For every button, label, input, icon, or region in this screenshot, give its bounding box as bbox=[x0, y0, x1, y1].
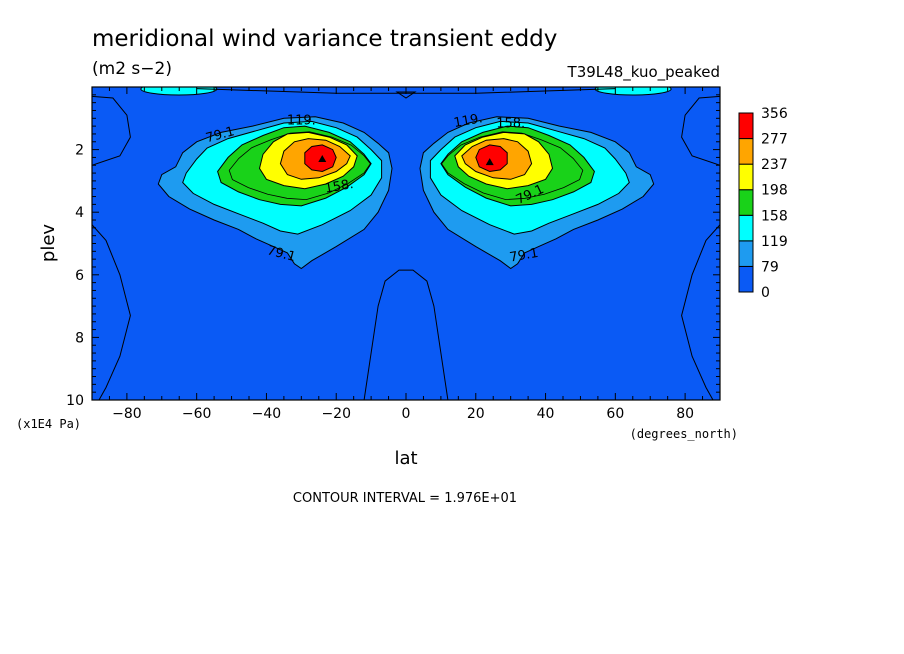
x-tick-label: 60 bbox=[606, 406, 624, 422]
legend-swatch bbox=[738, 112, 754, 140]
field-background bbox=[92, 87, 720, 400]
legend-label: 158 bbox=[761, 208, 788, 224]
x-tick-label: −40 bbox=[252, 406, 282, 422]
legend-label: 277 bbox=[761, 132, 788, 148]
legend-swatch bbox=[738, 163, 754, 191]
contour-fills bbox=[140, 87, 672, 270]
x-tick-label: 20 bbox=[467, 406, 485, 422]
x-tick-label: 80 bbox=[676, 406, 694, 422]
background-contour-line bbox=[681, 224, 720, 400]
background-contour-lines bbox=[92, 88, 720, 400]
y-tick-label: 8 bbox=[75, 330, 84, 346]
legend-swatch bbox=[738, 265, 754, 293]
legend-label: 356 bbox=[761, 106, 788, 122]
contour-line-inner bbox=[441, 131, 584, 201]
x-axis-units: (degrees_north) bbox=[630, 427, 738, 441]
contour-label: 119. bbox=[453, 111, 484, 131]
legend-label: 119 bbox=[761, 234, 788, 250]
color-legend: 0 79 119 158 198 237 277 356 bbox=[738, 106, 788, 301]
legend-swatch bbox=[738, 214, 754, 242]
y-axis-label: plev bbox=[38, 224, 59, 263]
background-contour-line bbox=[92, 224, 131, 400]
y-tick-label: 6 bbox=[75, 268, 84, 284]
contour-line-inner bbox=[228, 131, 371, 201]
x-tick-label: 0 bbox=[402, 406, 411, 422]
peak-marker bbox=[318, 154, 327, 162]
legend-label: 198 bbox=[761, 183, 788, 199]
legend-label: 0 bbox=[761, 285, 770, 301]
background-contour-line bbox=[681, 95, 720, 166]
x-tick-label: −20 bbox=[321, 406, 351, 422]
plot-area bbox=[92, 87, 720, 400]
legend-swatch bbox=[738, 138, 754, 165]
x-tick-label: −80 bbox=[112, 406, 142, 422]
legend-swatch bbox=[738, 240, 754, 267]
run-label: T39L48_kuo_peaked bbox=[567, 63, 720, 82]
contour-fill-6-nh bbox=[475, 144, 508, 173]
background-contour-line bbox=[92, 95, 131, 166]
y-tick-label: 2 bbox=[75, 143, 84, 159]
y-tick-labels: 2 4 6 8 10 bbox=[66, 143, 84, 409]
legend-label: 79 bbox=[761, 259, 779, 275]
contour-label: 79.1 bbox=[265, 243, 297, 265]
contour-label: 79.1 bbox=[204, 124, 236, 146]
x-tick-labels: −80 −60 −40 −20 0 20 40 60 80 bbox=[112, 406, 694, 422]
contour-label: 79.1 bbox=[508, 246, 539, 266]
contour-label: 119. bbox=[287, 114, 316, 129]
peak-marker bbox=[485, 158, 494, 166]
chart-title: meridional wind variance transient eddy bbox=[92, 26, 557, 52]
x-axis-label: lat bbox=[394, 448, 417, 469]
axis-ticks bbox=[91, 86, 721, 401]
background-contour-line bbox=[363, 269, 449, 400]
chart-units: (m2 s−2) bbox=[92, 59, 172, 79]
x-tick-label: −60 bbox=[182, 406, 212, 422]
legend-swatch bbox=[738, 189, 754, 216]
x-tick-label: 40 bbox=[537, 406, 555, 422]
contour-label: 158. bbox=[496, 117, 525, 132]
y-tick-label: 10 bbox=[66, 393, 84, 409]
contour-interval: CONTOUR INTERVAL = 1.976E+01 bbox=[293, 491, 517, 506]
y-axis-units: (x1E4 Pa) bbox=[16, 417, 81, 431]
y-tick-label: 4 bbox=[75, 205, 84, 221]
legend-label: 237 bbox=[761, 157, 788, 173]
contour-label: 158. bbox=[324, 177, 355, 197]
